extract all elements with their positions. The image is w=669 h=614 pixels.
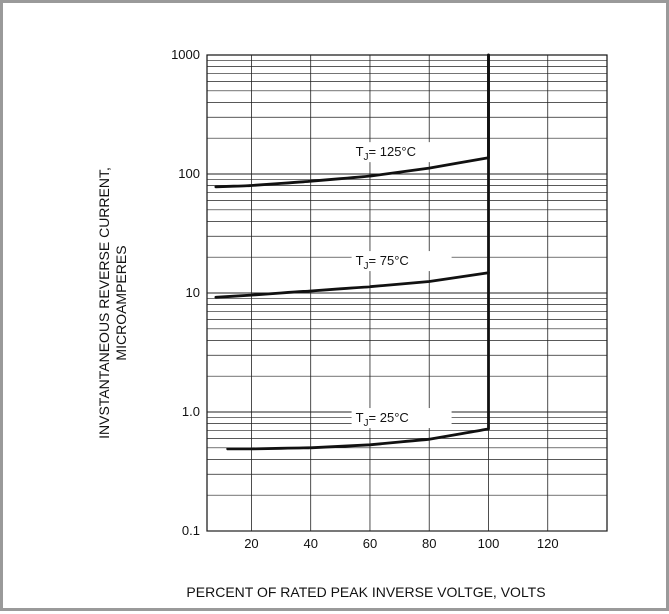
x-tick-label: 120 <box>537 536 559 551</box>
y-tick-label: 1000 <box>171 47 200 62</box>
x-tick-labels: 20 40 60 80 100 120 <box>244 536 558 551</box>
x-tick-label: 40 <box>303 536 317 551</box>
series-line-125c <box>214 53 490 189</box>
curve-label-bg <box>351 142 452 163</box>
x-tick-label: 60 <box>363 536 377 551</box>
y-tick-label: 0.1 <box>182 523 200 538</box>
y-axis-title: INVSTANTANEOUS REVERSE CURRENT, MICROAMP… <box>96 167 129 439</box>
curve-labels: TJ= 125°C TJ= 75°C TJ= 25°C <box>351 142 452 429</box>
x-tick-label: 20 <box>244 536 258 551</box>
series-line-25c <box>226 53 490 451</box>
curves <box>214 53 490 451</box>
y-tick-label: 10 <box>186 285 200 300</box>
series-line-75c <box>214 271 490 299</box>
y-tick-labels: 0.1 1.0 10 100 1000 <box>171 47 200 538</box>
curve-label-bg <box>351 251 452 272</box>
x-tick-label: 100 <box>478 536 500 551</box>
x-axis-title: PERCENT OF RATED PEAK INVERSE VOLTGE, VO… <box>186 584 545 600</box>
y-tick-label: 1.0 <box>182 404 200 419</box>
grid <box>206 54 608 532</box>
curve-label-25c: TJ= 25°C <box>356 410 409 429</box>
curve-label-125c: TJ= 125°C <box>356 144 416 163</box>
y-tick-label: 100 <box>178 166 200 181</box>
chart-svg: 20 40 60 80 100 120 0.1 1.0 10 100 1000 TJ= 125°C… <box>96 47 608 600</box>
x-tick-label: 80 <box>422 536 436 551</box>
curve-label-bg <box>351 408 452 429</box>
y-axis-title-line-2: MICROAMPERES <box>113 245 129 360</box>
y-axis-title-line-1: INVSTANTANEOUS REVERSE CURRENT, <box>96 167 112 439</box>
curve-label-75c: TJ= 75°C <box>356 253 409 272</box>
